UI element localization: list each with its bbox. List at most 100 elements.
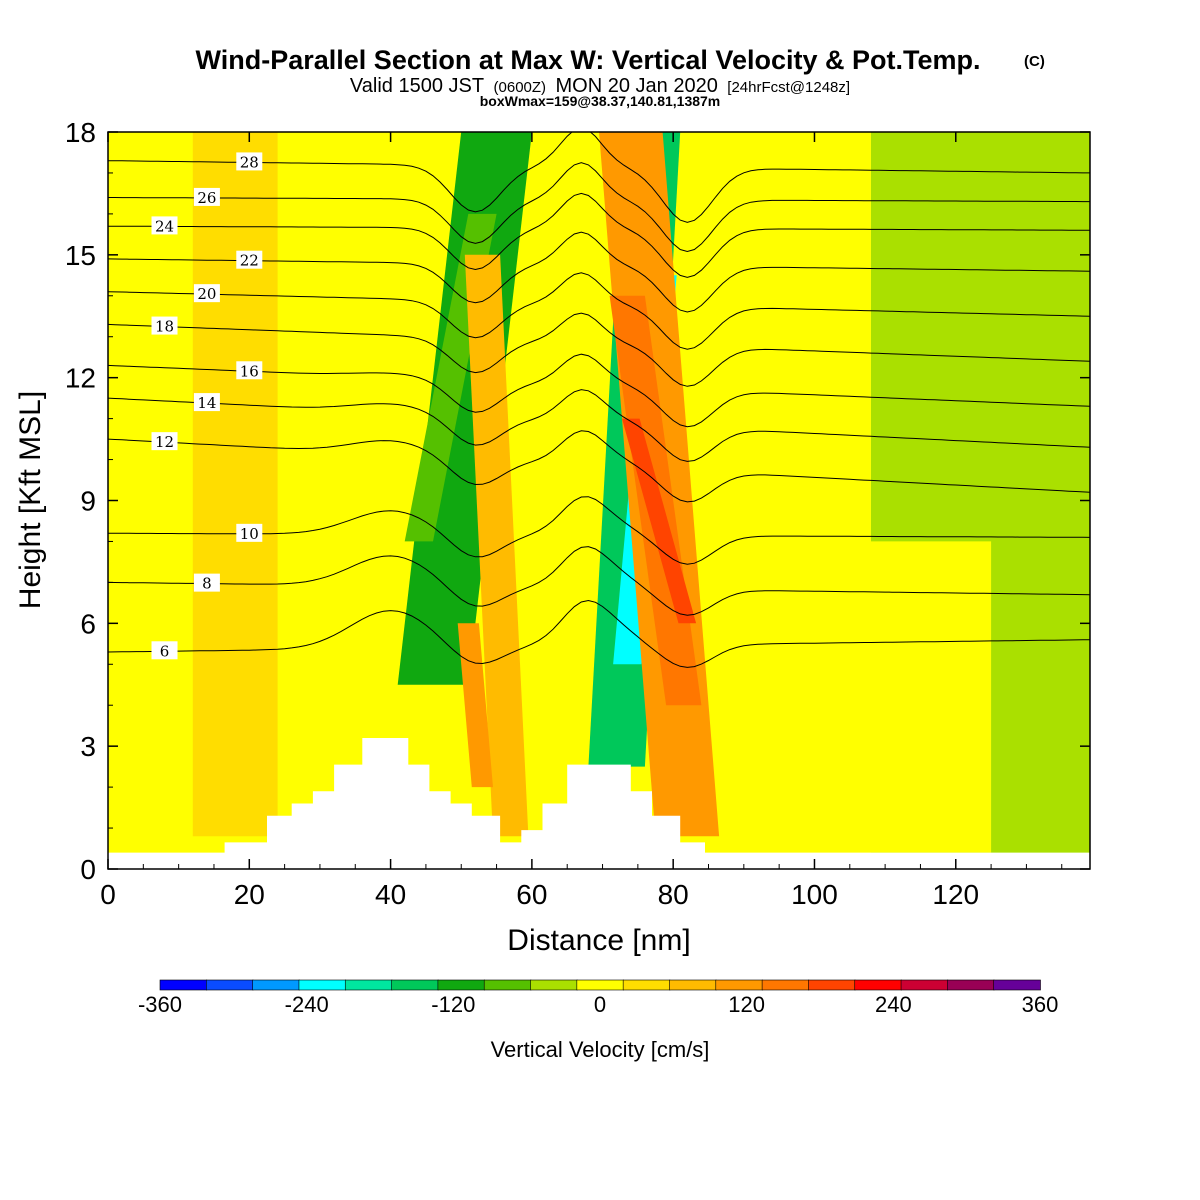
colorbar-swatch (993, 979, 1041, 991)
y-tick-label: 9 (80, 486, 96, 517)
svg-text:28: 28 (240, 153, 259, 171)
theta-contours: 6 8 10 12 14 16 18 20 22 24 26 28 (108, 132, 1090, 668)
theta-contour-line (108, 389, 1090, 462)
colorbar-tick-label: 240 (875, 992, 912, 1017)
colorbar-swatch (252, 979, 300, 991)
colorbar-swatch (947, 979, 995, 991)
title-copyright-mark: (C) (1024, 53, 1045, 70)
x-tick-label: 60 (516, 879, 547, 910)
colorbar-swatch (530, 979, 578, 991)
velocity-fill (108, 132, 992, 869)
theta-contour-line (108, 231, 1090, 313)
chart-title: Wind-Parallel Section at Max W: Vertical… (196, 45, 981, 75)
y-tick-label: 6 (80, 608, 96, 639)
theta-contour-label: 8 (193, 573, 220, 593)
theta-contour-label: 12 (151, 432, 178, 451)
colorbar-label: Vertical Velocity [cm/s] (491, 1037, 710, 1062)
theta-contour-line (108, 599, 1090, 668)
theta-contour-line (108, 312, 1090, 387)
theta-contour-label: 18 (151, 316, 178, 336)
theta-contour-line (108, 546, 1090, 616)
x-tick-label: 120 (932, 879, 979, 910)
colorbar-swatch (669, 979, 717, 991)
theta-contour-line (108, 192, 1090, 278)
theta-contour-line (108, 272, 1090, 350)
theta-contour-label: 20 (193, 284, 220, 303)
theta-contour-label: 26 (193, 187, 220, 207)
colorbar-swatch (715, 979, 763, 991)
terrain-mask (108, 738, 1090, 869)
colorbar-tick-label: 0 (594, 992, 606, 1017)
colorbar-tick-label: 120 (728, 992, 765, 1017)
colorbar-swatch (900, 979, 949, 991)
svg-text:14: 14 (197, 394, 216, 412)
y-tick-label: 18 (65, 117, 96, 148)
svg-text:24: 24 (155, 217, 174, 235)
colorbar-swatch (391, 979, 439, 991)
x-axis: 0 20 40 60 80 100 120 (100, 132, 1063, 910)
x-tick-label: 80 (658, 879, 689, 910)
theta-contour-line (108, 430, 1090, 503)
svg-text:22: 22 (240, 252, 259, 270)
colorbar-tick-label: -360 (138, 992, 182, 1017)
svg-text:16: 16 (240, 362, 259, 380)
w-band (835, 541, 992, 853)
y-tick-label: 15 (65, 240, 96, 271)
y-axis: 0 3 6 9 12 15 18 (65, 117, 1090, 885)
x-tick-label: 40 (375, 879, 406, 910)
y-tick-label: 12 (65, 363, 96, 394)
colorbar-swatch (298, 979, 347, 991)
colorbar-swatch (576, 979, 624, 991)
w-band (457, 623, 493, 788)
theta-contour-line (108, 353, 1090, 428)
chart-subtitle: Valid 1500 JST (0600Z) MON 20 Jan 2020 [… (350, 75, 850, 97)
theta-contour-line (108, 132, 1090, 223)
x-tick-label: 100 (791, 879, 838, 910)
x-tick-label: 0 (100, 879, 116, 910)
colorbar-swatch (622, 979, 671, 991)
theta-contour-label: 14 (193, 393, 220, 412)
plot-area: 6 8 10 12 14 16 18 20 22 24 26 28 (108, 132, 1090, 869)
w-band (464, 254, 529, 837)
svg-text:20: 20 (197, 285, 216, 303)
svg-text:6: 6 (160, 642, 170, 660)
y-tick-label: 0 (80, 854, 96, 885)
theta-contour-label: 10 (236, 523, 263, 543)
chart-subtitle-box: boxWmax=159@38.37,140.81,1387m (480, 93, 721, 109)
colorbar-tick-label: -120 (431, 992, 475, 1017)
subtitle-zulu: (0600Z) (494, 79, 547, 96)
theta-contour-label: 6 (151, 641, 178, 660)
theta-contour-label: 28 (236, 152, 263, 171)
y-tick-label: 3 (80, 731, 96, 762)
colorbar-swatch (808, 979, 856, 991)
theta-contour-line (108, 162, 1090, 253)
theta-contour-label: 22 (236, 250, 263, 270)
svg-text:8: 8 (202, 575, 212, 593)
theta-contour-line (108, 496, 1090, 565)
colorbar-tick-label: 360 (1022, 992, 1059, 1017)
subtitle-date: MON 20 Jan 2020 (556, 75, 718, 97)
colorbar (159, 979, 1041, 991)
colorbar-swatch (206, 979, 254, 991)
colorbar-swatch (854, 979, 902, 991)
colorbar-swatch (344, 979, 393, 991)
theta-contour-label: 24 (151, 216, 178, 235)
theta-contour-label: 16 (236, 361, 263, 380)
subtitle-forecast: [24hrFcst@1248z] (727, 79, 850, 96)
colorbar-ticks: -360 -240 -120 0 120 240 360 (138, 992, 1058, 1017)
y-axis-label: Height [Kft MSL] (14, 391, 47, 609)
w-band (118, 684, 140, 853)
w-band (192, 132, 278, 837)
w-band (622, 418, 697, 624)
colorbar-swatch (159, 979, 208, 991)
svg-text:10: 10 (240, 525, 259, 543)
colorbar-swatch (437, 979, 486, 991)
subtitle-valid: Valid 1500 JST (350, 75, 484, 97)
colorbar-swatch (761, 979, 810, 991)
svg-text:26: 26 (197, 189, 216, 207)
colorbar-swatch (483, 979, 532, 991)
svg-text:12: 12 (155, 433, 174, 451)
svg-text:18: 18 (155, 318, 174, 336)
colorbar-tick-label: -240 (285, 992, 329, 1017)
